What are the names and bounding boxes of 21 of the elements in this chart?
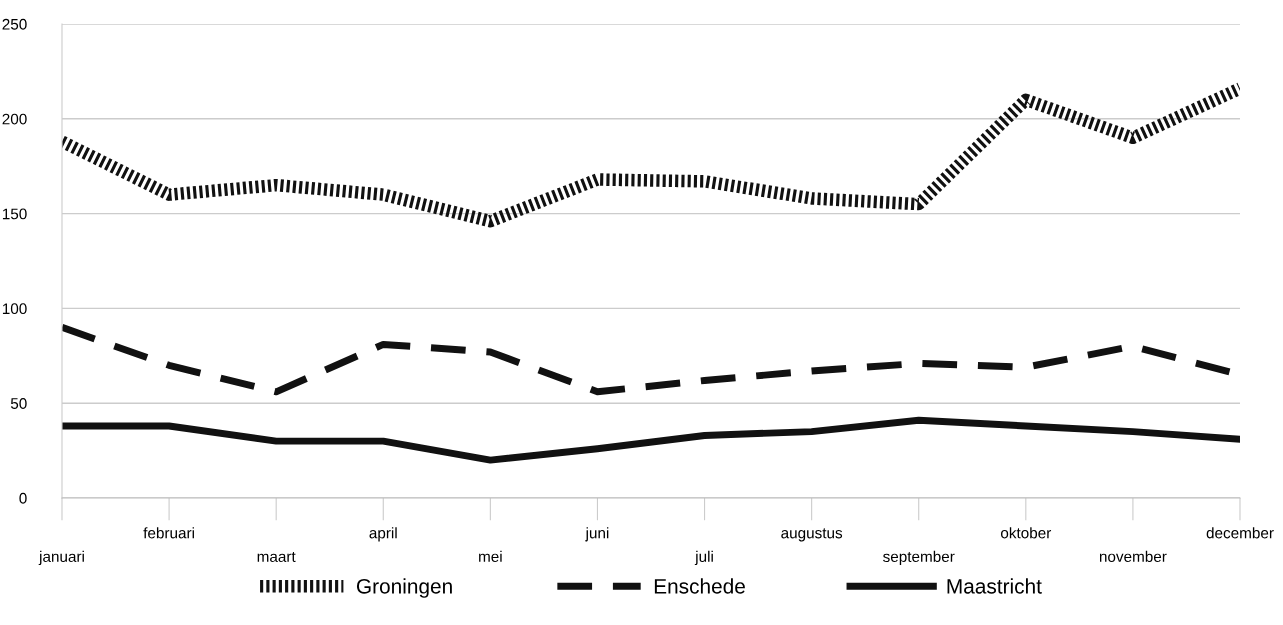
legend-label: Enschede bbox=[654, 578, 745, 594]
x-tick-label: februari bbox=[143, 527, 194, 539]
x-tick-label: december bbox=[1206, 527, 1274, 539]
x-tick-label: oktober bbox=[1000, 527, 1052, 539]
x-tick-label: januari bbox=[38, 550, 84, 566]
y-tick-label: 100 bbox=[2, 303, 27, 315]
x-tick-label: november bbox=[1099, 550, 1167, 562]
y-tick-label: 200 bbox=[2, 113, 27, 125]
x-tick-label: september bbox=[883, 550, 955, 566]
y-tick-label: 50 bbox=[10, 398, 27, 409]
x-tick-label: juni bbox=[585, 527, 609, 542]
y-tick-label: 150 bbox=[2, 208, 27, 220]
legend-label: Maastricht bbox=[947, 578, 1042, 594]
y-tick-label: 250 bbox=[2, 18, 27, 30]
x-tick-label: augustus bbox=[781, 528, 843, 542]
legend-label: Groningen bbox=[356, 578, 452, 598]
x-tick-label: mei bbox=[479, 550, 502, 562]
x-tick-label: juli bbox=[694, 550, 713, 566]
x-tick-label: maart bbox=[257, 551, 296, 562]
x-tick-label: april bbox=[369, 527, 397, 542]
y-tick-label: 0 bbox=[19, 492, 27, 504]
